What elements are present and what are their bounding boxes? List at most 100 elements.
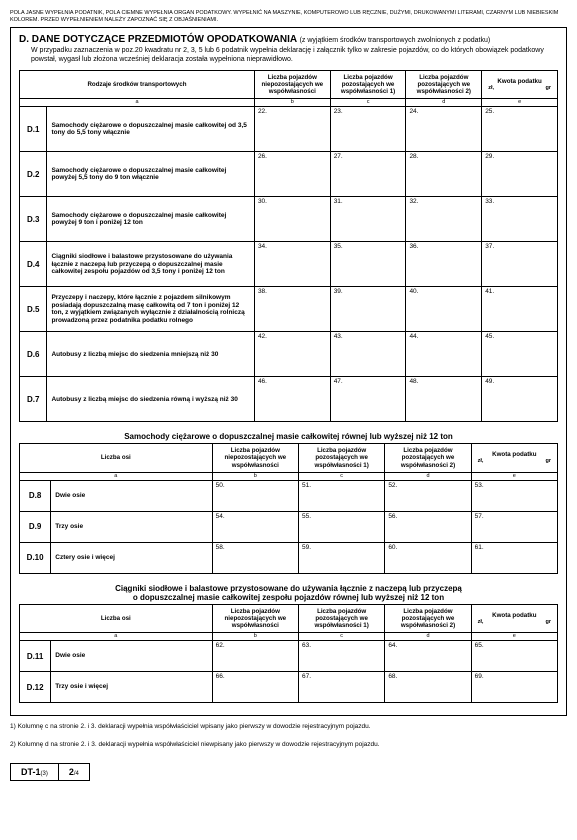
field-cell[interactable]: 30. [254, 197, 330, 242]
field-cell[interactable]: 45. [482, 332, 558, 377]
field-cell[interactable]: 62. [212, 641, 298, 672]
field-cell[interactable]: 61. [471, 542, 557, 573]
head2-col-d: Liczba pojazdów pozostających we współwł… [385, 444, 471, 472]
field-cell[interactable]: 41. [482, 287, 558, 332]
field-cell[interactable]: 31. [330, 197, 406, 242]
field-cell[interactable]: 49. [482, 377, 558, 422]
field-number: 46. [258, 378, 267, 385]
field-cell[interactable]: 47. [330, 377, 406, 422]
field-cell[interactable]: 27. [330, 152, 406, 197]
field-number: 50. [216, 482, 225, 489]
field-cell[interactable]: 64. [385, 641, 471, 672]
field-number: 39. [334, 288, 343, 295]
section-title: D. DANE DOTYCZĄCE PRZEDMIOTÓW OPODATKOWA… [19, 34, 558, 45]
table-row: D.12Trzy osie i więcej66.67.68.69. [20, 672, 558, 703]
field-cell[interactable]: 39. [330, 287, 406, 332]
row-id: D.4 [20, 242, 47, 287]
field-cell[interactable]: 26. [254, 152, 330, 197]
field-cell[interactable]: 48. [406, 377, 482, 422]
field-cell[interactable]: 46. [254, 377, 330, 422]
field-cell[interactable]: 25. [482, 107, 558, 152]
subsection2-title: Ciągniki siodłowe i balastowe przystosow… [19, 580, 558, 604]
field-number: 62. [216, 642, 225, 649]
field-cell[interactable]: 37. [482, 242, 558, 287]
field-cell[interactable]: 33. [482, 197, 558, 242]
field-cell[interactable]: 42. [254, 332, 330, 377]
row-id: D.5 [20, 287, 47, 332]
footnote-1: 1) Kolumnę c na stronie 2. i 3. deklarac… [10, 722, 567, 731]
field-number: 66. [216, 673, 225, 680]
table-row: D.2Samochody ciężarowe o dopuszczalnej m… [20, 152, 558, 197]
section-d: D. DANE DOTYCZĄCE PRZEDMIOTÓW OPODATKOWA… [10, 27, 567, 716]
section-title-text: DANE DOTYCZĄCE PRZEDMIOTÓW OPODATKOWANIA [32, 34, 297, 45]
field-cell[interactable]: 60. [385, 542, 471, 573]
field-cell[interactable]: 51. [298, 480, 384, 511]
head-gr: gr [546, 85, 552, 91]
head2-col-e: Kwota podatku zł, gr [471, 444, 557, 472]
field-cell[interactable]: 67. [298, 672, 384, 703]
field-cell[interactable]: 44. [406, 332, 482, 377]
field-cell[interactable]: 69. [471, 672, 557, 703]
head3-col-c: Liczba pojazdów pozostających we współwł… [298, 604, 384, 632]
col-letter-d: d [406, 99, 482, 107]
table-main: Rodzaje środków transportowych Liczba po… [19, 70, 558, 422]
field-number: 33. [485, 198, 494, 205]
field-cell[interactable]: 32. [406, 197, 482, 242]
field-cell[interactable]: 55. [298, 511, 384, 542]
section-title-note: (z wyjątkiem środków transportowych zwol… [300, 37, 491, 44]
field-number: 53. [475, 482, 484, 489]
field-cell[interactable]: 65. [471, 641, 557, 672]
field-number: 45. [485, 333, 494, 340]
field-number: 34. [258, 243, 267, 250]
field-number: 44. [409, 333, 418, 340]
field-cell[interactable]: 24. [406, 107, 482, 152]
field-cell[interactable]: 53. [471, 480, 557, 511]
row-id: D.11 [20, 641, 51, 672]
field-cell[interactable]: 43. [330, 332, 406, 377]
field-cell[interactable]: 58. [212, 542, 298, 573]
head-col-b: Liczba pojazdów niepozostających we wspó… [254, 70, 330, 98]
row-desc: Cztery osie i więcej [51, 542, 212, 573]
field-number: 55. [302, 513, 311, 520]
field-number: 63. [302, 642, 311, 649]
field-cell[interactable]: 54. [212, 511, 298, 542]
table-row: D.6Autobusy z liczbą miejsc do siedzenia… [20, 332, 558, 377]
field-number: 22. [258, 108, 267, 115]
field-number: 49. [485, 378, 494, 385]
field-cell[interactable]: 38. [254, 287, 330, 332]
field-number: 58. [216, 544, 225, 551]
field-cell[interactable]: 57. [471, 511, 557, 542]
field-number: 57. [475, 513, 484, 520]
field-cell[interactable]: 68. [385, 672, 471, 703]
field-cell[interactable]: 35. [330, 242, 406, 287]
field-number: 52. [388, 482, 397, 489]
row-desc: Przyczepy i naczepy, które łącznie z poj… [47, 287, 255, 332]
col-letter-e: e [482, 99, 558, 107]
head-col-d: Liczba pojazdów pozostających we współwł… [406, 70, 482, 98]
field-number: 61. [475, 544, 484, 551]
field-number: 27. [334, 153, 343, 160]
field-cell[interactable]: 63. [298, 641, 384, 672]
letter-row-2: a b c d e [20, 472, 558, 480]
row-id: D.1 [20, 107, 47, 152]
field-number: 43. [334, 333, 343, 340]
field-cell[interactable]: 59. [298, 542, 384, 573]
head-col-e: Kwota podatku zł, gr [482, 70, 558, 98]
table-sub2: Liczba osi Liczba pojazdów niepozostając… [19, 604, 558, 703]
field-cell[interactable]: 23. [330, 107, 406, 152]
field-cell[interactable]: 22. [254, 107, 330, 152]
field-number: 64. [388, 642, 397, 649]
field-cell[interactable]: 56. [385, 511, 471, 542]
field-cell[interactable]: 34. [254, 242, 330, 287]
field-cell[interactable]: 36. [406, 242, 482, 287]
field-cell[interactable]: 66. [212, 672, 298, 703]
field-cell[interactable]: 29. [482, 152, 558, 197]
field-cell[interactable]: 52. [385, 480, 471, 511]
head-col-c: Liczba pojazdów pozostających we współwł… [330, 70, 406, 98]
col-letter-c: c [330, 99, 406, 107]
field-cell[interactable]: 40. [406, 287, 482, 332]
field-cell[interactable]: 28. [406, 152, 482, 197]
table-row: D.4Ciągniki siodłowe i balastowe przysto… [20, 242, 558, 287]
field-number: 69. [475, 673, 484, 680]
field-cell[interactable]: 50. [212, 480, 298, 511]
